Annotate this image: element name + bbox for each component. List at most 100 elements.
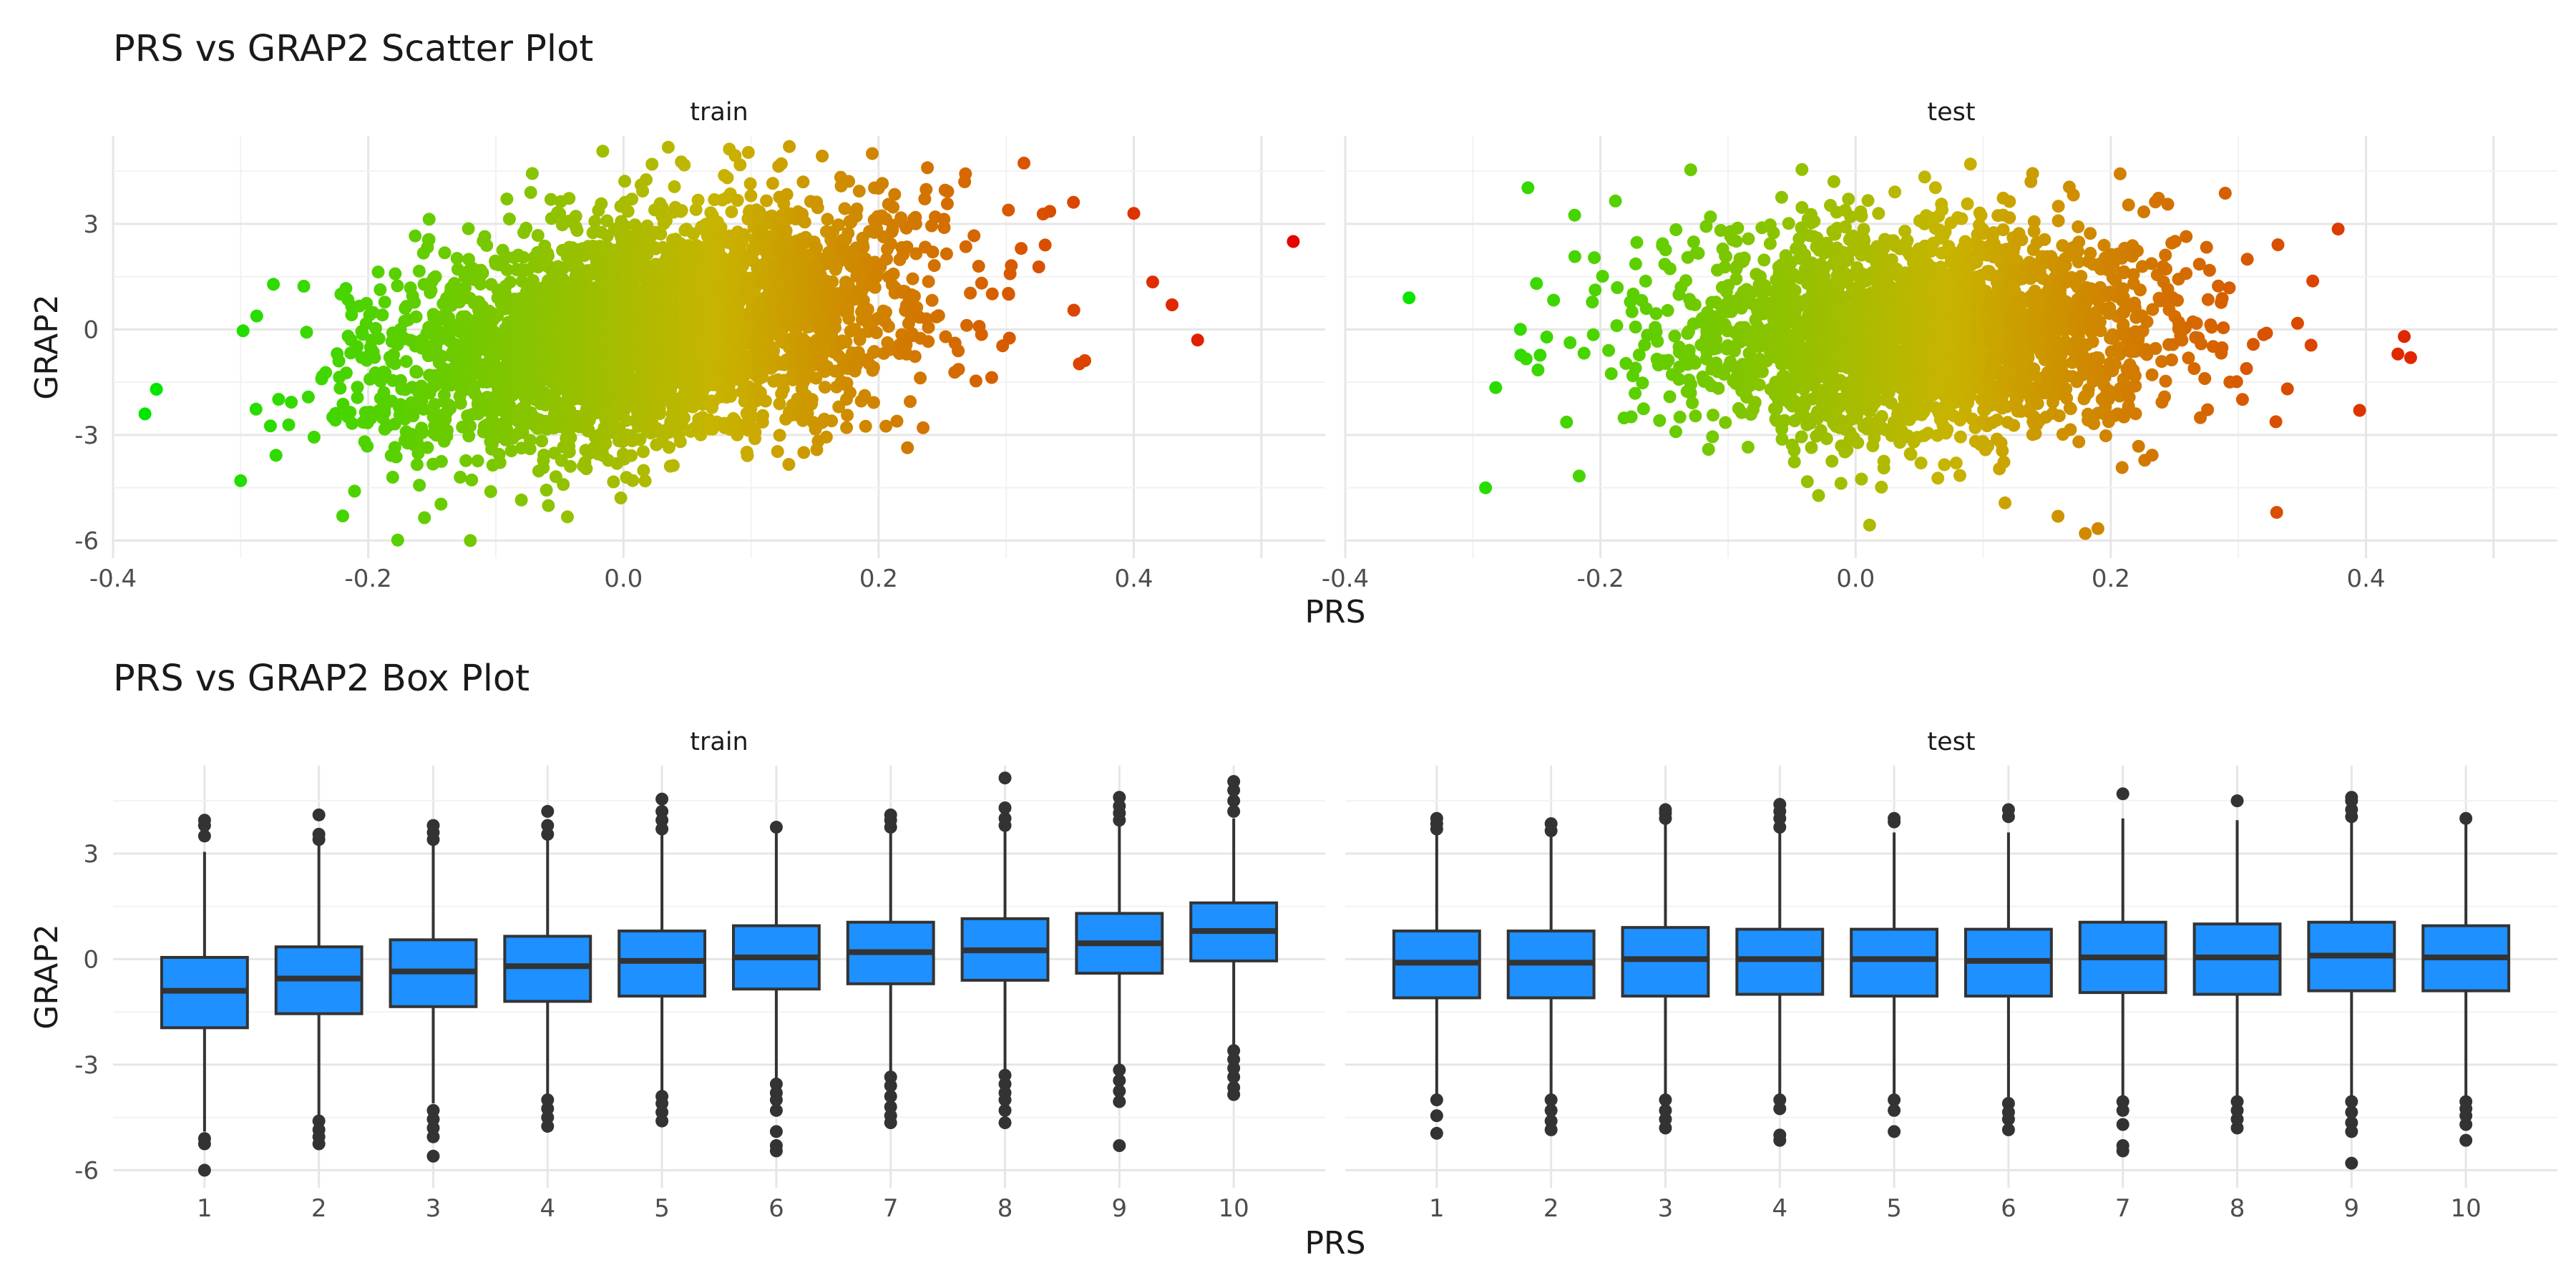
scatter-point: [1166, 298, 1179, 311]
scatter-point: [422, 213, 436, 226]
scatter-point: [1684, 163, 1697, 177]
scatter-point: [454, 396, 467, 410]
scatter-point: [972, 260, 985, 273]
scatter-point: [1688, 298, 1702, 311]
scatter-point: [564, 459, 577, 473]
scatter-point: [668, 180, 681, 193]
scatter-point: [743, 177, 757, 190]
scatter-point: [388, 357, 401, 371]
scatter-point: [464, 419, 477, 433]
scatter-point: [1931, 472, 1945, 485]
scatter-point: [960, 318, 973, 332]
scatter-point: [1513, 323, 1527, 336]
scatter-point: [1659, 243, 1672, 257]
scatter-point: [454, 470, 467, 484]
scatter-point: [1547, 293, 1561, 307]
scatter-point: [1563, 336, 1577, 349]
scatter-point: [661, 140, 675, 154]
scatter-point: [297, 280, 311, 293]
scatter-point: [389, 450, 403, 464]
scatter-point: [1669, 223, 1683, 236]
scatter-point: [553, 207, 567, 220]
scatter-point: [351, 381, 364, 394]
scatter-point: [434, 454, 448, 468]
scatter-point: [675, 204, 688, 218]
scatter-point: [952, 344, 965, 358]
scatter-point: [1702, 443, 1715, 456]
y-tick-label: 0: [83, 316, 99, 344]
scatter-point: [1775, 190, 1788, 204]
scatter-point: [1531, 364, 1545, 376]
scatter-point: [796, 175, 810, 189]
scatter-point: [336, 509, 349, 522]
scatter-point: [1820, 432, 1833, 446]
scatter-point: [780, 187, 794, 201]
scatter-point: [640, 173, 653, 187]
scatter-point: [459, 281, 472, 295]
scatter-point: [782, 458, 796, 471]
scatter-point: [975, 276, 988, 290]
scatter-point: [346, 416, 359, 430]
scatter-point: [645, 157, 659, 171]
scatter-point: [805, 393, 819, 406]
scatter-point: [1568, 208, 1581, 222]
scatter-point: [544, 192, 557, 206]
scatter-point: [1888, 185, 1902, 199]
scatter-point: [1812, 489, 1825, 502]
scatter-point: [1901, 234, 1914, 248]
scatter-point: [1787, 444, 1801, 457]
scatter-point: [1729, 272, 1743, 286]
scatter-point: [829, 314, 842, 327]
scatter-point: [810, 241, 824, 255]
scatter-point: [614, 491, 628, 504]
scatter-point: [731, 194, 744, 207]
scatter-point: [1002, 288, 1015, 301]
scatter-point: [985, 287, 999, 301]
scatter-point: [1489, 381, 1503, 394]
scatter-point: [1015, 242, 1028, 255]
scatter-point: [1663, 262, 1677, 275]
scatter-point: [937, 221, 951, 234]
scatter-point: [1877, 454, 1890, 468]
scatter-point: [263, 419, 277, 433]
scatter-point: [1649, 307, 1663, 321]
scatter-point: [409, 229, 422, 243]
scatter-point: [926, 245, 940, 259]
scatter-point: [391, 279, 404, 293]
scatter-point: [1918, 170, 1931, 184]
scatter-point: [1684, 378, 1697, 391]
scatter-panel-test: test-0.4 -0.2 0.0 0.2 0.4: [1322, 98, 2557, 593]
scatter-point: [378, 296, 391, 309]
x-tick-label: 0.4: [2346, 565, 2385, 593]
scatter-point: [410, 366, 424, 379]
scatter-point: [733, 158, 747, 172]
scatter-point: [1610, 319, 1624, 333]
scatter-point: [876, 177, 889, 190]
scatter-point: [691, 193, 705, 207]
y-tick-label: 3: [83, 210, 99, 239]
scatter-point: [1834, 477, 1848, 490]
scatter-point: [637, 445, 650, 459]
scatter-point: [434, 497, 448, 511]
scatter-point: [408, 296, 421, 309]
scatter-point: [850, 203, 864, 215]
scatter-point: [940, 197, 954, 210]
scatter-point: [766, 177, 779, 190]
scatter-point: [389, 267, 402, 280]
scatter-point: [1782, 217, 1795, 230]
scatter-point: [959, 167, 972, 180]
scatter-point: [272, 393, 286, 406]
scatter-point: [1067, 195, 1080, 209]
scatter-point: [409, 310, 423, 323]
scatter-point: [1872, 207, 1885, 220]
scatter-point: [1904, 448, 1918, 461]
scatter-point: [663, 441, 675, 454]
scatter-point: [500, 192, 514, 206]
scatter-point: [1686, 396, 1699, 410]
scatter-point: [1742, 232, 1755, 245]
scatter-point: [633, 433, 647, 447]
scatter-point: [399, 355, 413, 369]
scatter-point: [1568, 250, 1581, 263]
scatter-point: [1078, 354, 1091, 367]
x-tick-label: 0.0: [1836, 565, 1875, 593]
